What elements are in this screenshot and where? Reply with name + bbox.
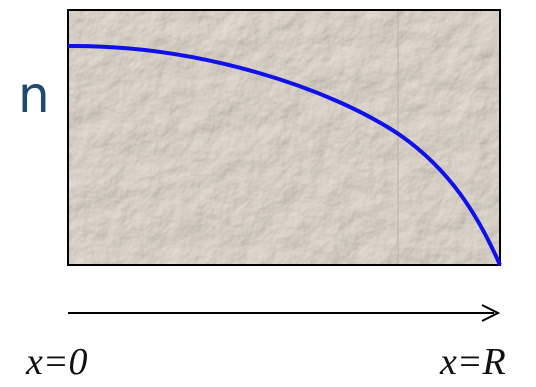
slide: n x=0 x=R bbox=[0, 0, 536, 387]
arrow bbox=[68, 305, 498, 321]
end-label: x=R bbox=[439, 341, 506, 383]
diagram: n x=0 x=R bbox=[0, 0, 536, 387]
heading-fragment: n bbox=[18, 66, 50, 124]
paper-panel bbox=[68, 10, 500, 265]
start-label: x=0 bbox=[25, 341, 88, 383]
